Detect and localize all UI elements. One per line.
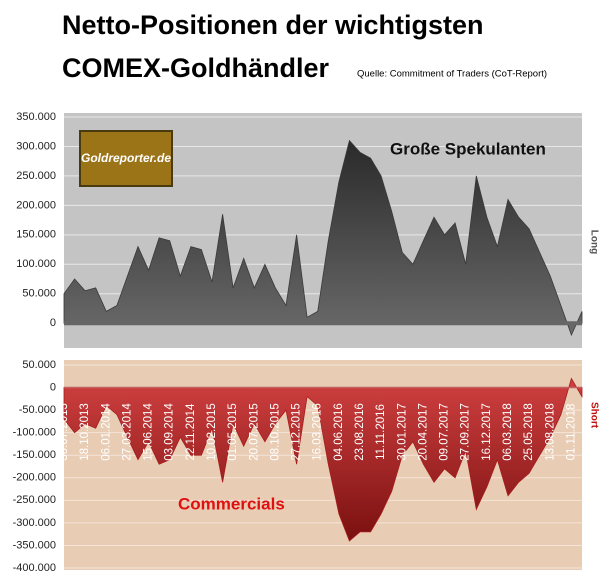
- title-line: COMEX-Goldhändler: [62, 53, 330, 83]
- y-tick-label: 200.000: [16, 199, 56, 211]
- x-tick-label: 25.05.2018: [523, 403, 535, 461]
- logo-text: Goldreporter.de: [81, 151, 171, 165]
- x-tick-label: 10.02.2015: [206, 403, 218, 461]
- x-tick-label: 30.07.2013: [58, 403, 70, 461]
- y-tick-label: 0: [50, 381, 56, 393]
- y-tick-label: 50.000: [22, 359, 56, 371]
- y-tick-label: 50.000: [22, 288, 56, 300]
- y-tick-label: 350.000: [16, 111, 56, 123]
- x-tick-label: 09.07.2017: [439, 403, 451, 461]
- x-tick-label: 08.10.2015: [269, 403, 281, 461]
- y-tick-label: -100.000: [13, 427, 56, 439]
- x-tick-label: 13.08.2018: [544, 403, 556, 461]
- x-tick-label: 27.12.2015: [291, 403, 303, 461]
- x-tick-label: 18.10.2013: [79, 403, 91, 461]
- x-tick-label: 16.12.2017: [481, 403, 493, 461]
- y-tick-label: -50.000: [19, 404, 56, 416]
- y-tick-label: 100.000: [16, 258, 56, 270]
- x-tick-label: 30.01.2017: [396, 403, 408, 461]
- x-tick-label: 01.05.2015: [227, 403, 239, 461]
- x-tick-label: 15.06.2014: [143, 403, 155, 461]
- x-tick-label: 16.03.2016: [312, 403, 324, 461]
- y-tick-label: -400.000: [13, 562, 56, 574]
- x-tick-label: 11.11.2016: [375, 404, 387, 460]
- subtitle: Quelle: Commitment of Traders (CoT-Repor…: [357, 69, 547, 80]
- x-tick-label: 06.03.2018: [502, 403, 514, 461]
- y-tick-label: 250.000: [16, 170, 56, 182]
- y-tick-label: -150.000: [13, 449, 56, 461]
- x-tick-label: 03.09.2014: [164, 403, 176, 461]
- title-line: Netto-Positionen der wichtigsten: [62, 10, 484, 40]
- annotation: Große Spekulanten: [390, 139, 546, 158]
- x-tick-label: 22.11.2014: [185, 403, 197, 460]
- y-tick-label: -350.000: [13, 539, 56, 551]
- logo: [79, 130, 173, 187]
- x-tick-label: 04.06.2016: [333, 403, 345, 461]
- axis-label: Short: [588, 402, 599, 429]
- x-tick-label: 01.11.2018: [565, 404, 577, 461]
- y-tick-label: 150.000: [16, 229, 56, 241]
- y-tick-label: -300.000: [13, 517, 56, 529]
- y-tick-label: -200.000: [13, 472, 56, 484]
- y-tick-label: -250.000: [13, 494, 56, 506]
- annotation: Commercials: [178, 494, 285, 513]
- x-tick-label: 27.09.2017: [460, 403, 472, 461]
- x-tick-label: 27.03.2014: [121, 403, 133, 461]
- x-tick-label: 20.07.2015: [248, 403, 260, 461]
- y-tick-label: 300.000: [16, 140, 56, 152]
- axis-label: Long: [588, 230, 599, 254]
- area: [63, 377, 583, 542]
- y-tick-label: 0: [50, 317, 56, 329]
- x-tick-label: 23.08.2016: [354, 403, 366, 461]
- x-tick-label: 06.01.2014: [100, 403, 112, 461]
- area: [63, 139, 583, 337]
- x-tick-label: 20.04.2017: [417, 403, 429, 461]
